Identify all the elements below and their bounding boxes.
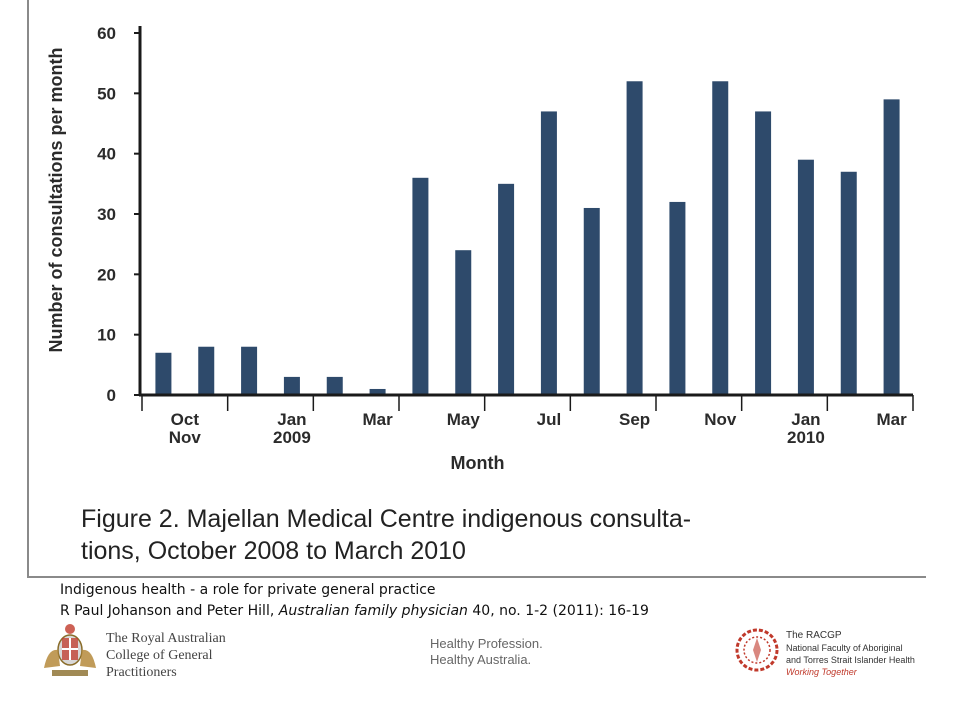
x-tick-label: Mar [876, 410, 907, 429]
tagline-line-1: Healthy Profession. [430, 636, 543, 651]
x-tick-label: Oct [171, 410, 200, 429]
bar [540, 111, 557, 395]
x-tick-label: Jan [277, 410, 306, 429]
bar [283, 376, 300, 395]
y-axis-ticks: 0 10 20 30 40 50 60 [97, 24, 140, 405]
faculty-circle-logo [735, 628, 779, 672]
y-tick-label: 50 [97, 84, 116, 103]
bar [583, 207, 600, 395]
y-tick-label: 20 [97, 265, 116, 284]
faculty-text: The RACGP National Faculty of Aboriginal… [786, 630, 915, 678]
bar [241, 346, 258, 395]
citation-journal: Australian family physician [278, 603, 468, 619]
bar [626, 81, 643, 396]
bar [326, 376, 343, 395]
caption-line-1: Figure 2. Majellan Medical Centre indige… [81, 505, 692, 533]
faculty-line-1: The RACGP [786, 630, 842, 641]
citation-title: Indigenous health - a role for private g… [60, 582, 436, 598]
figure-caption: Figure 2. Majellan Medical Centre indige… [81, 503, 921, 567]
faculty-line-2: National Faculty of Aboriginal [786, 643, 903, 653]
citation-source: R Paul Johanson and Peter Hill, Australi… [60, 601, 649, 622]
bar [840, 171, 857, 395]
x-axis-title: Month [451, 453, 505, 473]
racgp-line-1: The Royal Australian [106, 631, 226, 646]
citation-details: 40, no. 1-2 (2011): 16-19 [467, 603, 649, 619]
faculty-line-4: Working Together [786, 667, 857, 677]
x-tick-label: May [447, 410, 481, 429]
footer: The Royal Australian College of General … [0, 618, 960, 720]
racgp-coat-of-arms-logo [44, 624, 96, 676]
y-tick-label: 30 [97, 205, 116, 224]
bar [155, 352, 172, 395]
bar [797, 159, 814, 395]
bar [455, 250, 472, 395]
bar [498, 183, 515, 395]
faculty-line-3: and Torres Strait Islander Health [786, 655, 915, 665]
racgp-name: The Royal Australian College of General … [106, 630, 226, 681]
x-tick-label: 2010 [787, 428, 825, 447]
citation-authors: R Paul Johanson and Peter Hill, [60, 603, 279, 619]
x-tick-label: Nov [169, 428, 202, 447]
y-tick-label: 40 [97, 145, 116, 164]
tagline-line-2: Healthy Australia. [430, 652, 532, 667]
bar [712, 81, 729, 396]
bar [412, 177, 429, 395]
y-tick-label: 10 [97, 326, 116, 345]
citation: Indigenous health - a role for private g… [60, 580, 649, 622]
x-tick-label: Nov [704, 410, 737, 429]
bar [755, 111, 772, 395]
figure-panel: 0 10 20 30 40 50 60 Oct Nov Jan 2009 Mar May Jul Sep N… [27, 0, 926, 578]
caption-line-2: tions, October 2008 to March 2010 [81, 537, 466, 565]
bar [883, 99, 900, 395]
x-tick-label: Mar [362, 410, 393, 429]
y-axis-title: Number of consultations per month [46, 47, 66, 352]
x-tick-label: Jan [791, 410, 820, 429]
x-tick-label: 2009 [273, 428, 311, 447]
y-tick-label: 60 [97, 24, 116, 43]
bar [669, 201, 686, 395]
racgp-line-2: College of General [106, 648, 213, 663]
bar [198, 346, 215, 395]
tagline: Healthy Profession. Healthy Australia. [430, 636, 543, 668]
bars [155, 81, 900, 396]
x-tick-label: Sep [619, 410, 650, 429]
bar [369, 388, 386, 395]
x-tick-label: Jul [537, 410, 562, 429]
y-tick-label: 0 [107, 386, 116, 405]
racgp-line-3: Practitioners [106, 665, 177, 680]
